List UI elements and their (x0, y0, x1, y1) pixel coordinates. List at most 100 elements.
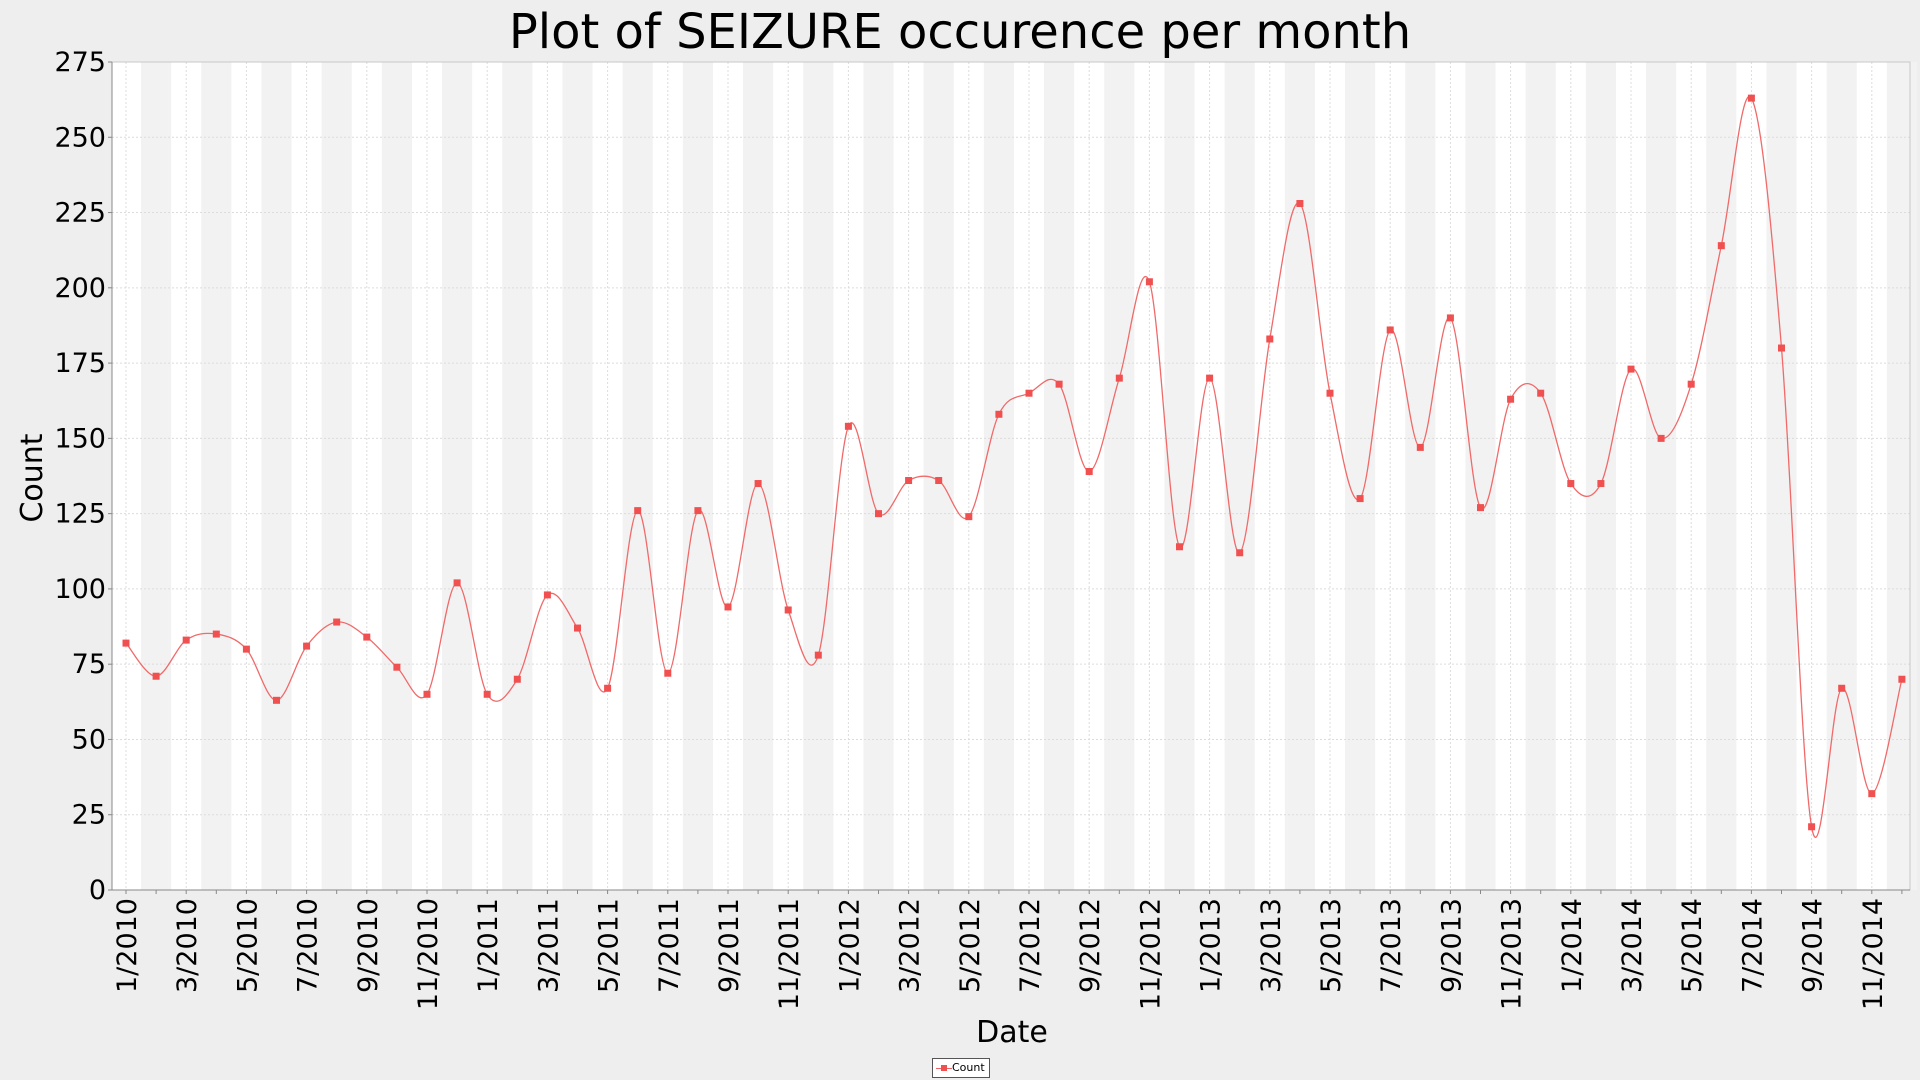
data-point (694, 507, 702, 515)
data-point (152, 672, 160, 680)
data-point (1507, 395, 1515, 403)
data-point (453, 579, 461, 587)
x-tick-label: 5/2010 (232, 898, 263, 993)
data-point (543, 591, 551, 599)
data-point (1206, 374, 1214, 382)
month-band (1405, 62, 1436, 890)
data-point (273, 696, 280, 704)
month-band (1525, 62, 1556, 890)
data-point (1446, 314, 1454, 322)
y-tick-label: 225 (54, 198, 106, 229)
x-tick-label: 11/2012 (1135, 898, 1166, 1010)
x-tick-label: 3/2014 (1617, 898, 1648, 993)
x-axis-label: Date (976, 1015, 1048, 1050)
data-point (935, 477, 943, 485)
y-tick-label: 25 (72, 800, 106, 831)
x-tick-label: 5/2011 (594, 898, 625, 993)
month-band (562, 62, 593, 890)
data-point (1296, 200, 1304, 208)
data-point (212, 630, 220, 638)
x-tick-label: 9/2014 (1798, 898, 1829, 993)
x-tick-label: 7/2010 (293, 898, 324, 993)
month-band (1826, 62, 1857, 890)
x-tick-label: 7/2012 (1015, 898, 1046, 993)
data-point (1236, 549, 1244, 557)
month-band (1224, 62, 1255, 890)
month-band (1284, 62, 1315, 890)
data-point (1055, 380, 1063, 388)
y-tick-label: 250 (54, 122, 106, 153)
x-tick-label: 3/2010 (172, 898, 203, 993)
y-tick-label: 125 (54, 499, 106, 530)
month-band (1886, 62, 1917, 890)
data-point (604, 684, 612, 692)
data-point (1868, 790, 1876, 798)
y-tick-label: 0 (89, 875, 106, 906)
data-point (1416, 443, 1424, 451)
data-point (1386, 326, 1394, 334)
y-tick-label: 150 (54, 423, 106, 454)
data-point (905, 477, 913, 485)
data-point (724, 603, 732, 611)
month-band (803, 62, 834, 890)
data-point (393, 663, 401, 671)
x-tick-label: 9/2013 (1436, 898, 1467, 993)
x-tick-label: 3/2013 (1256, 898, 1287, 993)
data-point (513, 675, 521, 683)
y-axis-label: Count (15, 433, 50, 522)
month-band (863, 62, 894, 890)
y-tick-label: 200 (54, 273, 106, 304)
x-tick-label: 9/2011 (714, 898, 745, 993)
data-point (1778, 344, 1785, 352)
data-point (1025, 389, 1033, 397)
data-point (634, 507, 642, 515)
y-tick-label: 175 (54, 348, 106, 379)
data-point (1898, 675, 1906, 683)
y-tick-label: 275 (54, 47, 106, 78)
x-tick-label: 7/2014 (1737, 898, 1768, 993)
month-band (622, 62, 653, 890)
month-band (1044, 62, 1075, 890)
month-band (201, 62, 232, 890)
data-point (333, 618, 341, 626)
x-tick-label: 1/2012 (834, 898, 865, 993)
data-point (423, 690, 431, 698)
x-tick-label: 1/2013 (1196, 898, 1227, 993)
x-tick-label: 1/2014 (1557, 898, 1588, 993)
month-band (1345, 62, 1376, 890)
data-point (1356, 495, 1364, 503)
data-point (1657, 434, 1665, 442)
month-band (1706, 62, 1737, 890)
data-point (1687, 380, 1695, 388)
y-tick-label: 100 (54, 574, 106, 605)
month-band (1766, 62, 1797, 890)
data-point (1567, 480, 1575, 488)
chart-legend: Count (932, 1058, 990, 1078)
x-tick-label: 9/2012 (1075, 898, 1106, 993)
data-point (1808, 823, 1816, 831)
data-point (122, 639, 130, 647)
x-tick-label: 9/2010 (353, 898, 384, 993)
x-tick-label: 7/2011 (654, 898, 685, 993)
month-band (261, 62, 292, 890)
legend-swatch (936, 1059, 952, 1077)
month-band (682, 62, 713, 890)
data-point (965, 513, 973, 521)
data-point (182, 636, 190, 644)
data-point (1537, 389, 1545, 397)
x-tick-label: 11/2011 (774, 898, 805, 1010)
data-point (1477, 504, 1484, 512)
y-tick-label: 50 (72, 724, 106, 755)
month-band (1104, 62, 1135, 890)
data-point (1597, 480, 1605, 488)
data-point (1627, 365, 1635, 373)
x-tick-label: 3/2011 (533, 898, 564, 993)
data-point (1145, 278, 1153, 286)
x-tick-label: 11/2013 (1497, 898, 1528, 1010)
data-point (1838, 684, 1846, 692)
data-point (1176, 543, 1183, 551)
x-tick-label: 11/2010 (413, 898, 444, 1010)
data-point (1115, 374, 1123, 382)
data-point (844, 422, 852, 430)
